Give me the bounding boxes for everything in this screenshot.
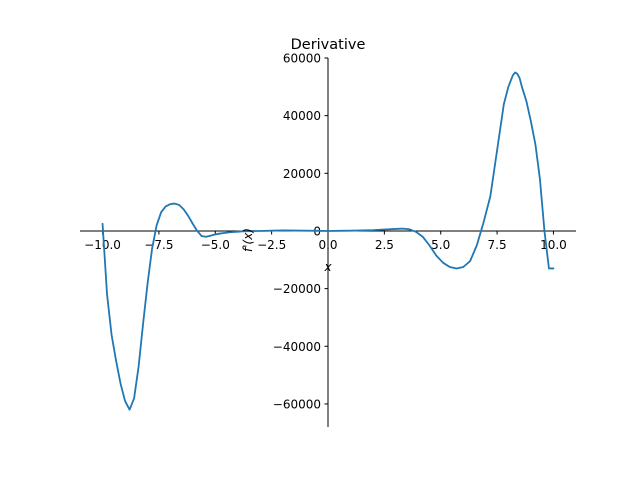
x-axis-label: x bbox=[323, 260, 332, 274]
x-tick-label: −7.5 bbox=[144, 238, 173, 252]
chart-title: Derivative bbox=[291, 37, 366, 53]
x-tick-label: −5.0 bbox=[201, 238, 230, 252]
y-axis-label: f'(x) bbox=[241, 228, 255, 252]
y-tick-label: −60000 bbox=[273, 397, 321, 411]
x-tick-label: 10.0 bbox=[540, 238, 567, 252]
x-tick-label: 2.5 bbox=[375, 238, 394, 252]
y-tick-label: −40000 bbox=[273, 340, 321, 354]
x-tick-label: 0.0 bbox=[318, 238, 337, 252]
y-tick-label: 40000 bbox=[283, 109, 321, 123]
series-line bbox=[101, 71, 555, 411]
x-tick-label: 5.0 bbox=[431, 238, 450, 252]
y-tick-label: 20000 bbox=[283, 167, 321, 181]
series-group bbox=[101, 71, 555, 411]
x-tick-label: −2.5 bbox=[257, 238, 286, 252]
y-tick-label: 60000 bbox=[283, 52, 321, 66]
y-tick-label: −20000 bbox=[273, 282, 321, 296]
x-tick-label: −10.0 bbox=[84, 238, 121, 252]
x-tick-label: 7.5 bbox=[488, 238, 507, 252]
